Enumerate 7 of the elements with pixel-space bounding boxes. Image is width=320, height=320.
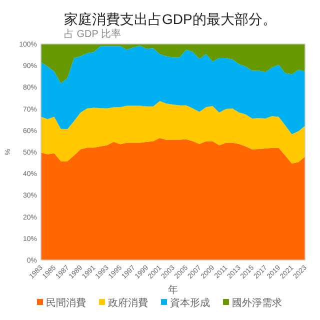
title: 家庭消費支出占GDP的最大部分。 (64, 11, 276, 27)
legend-label: 民間消費 (46, 297, 86, 309)
subtitle: 占 GDP 比率 (64, 29, 122, 40)
legend-label: 國外淨需求 (232, 297, 282, 309)
legend-label: 政府消費 (108, 297, 148, 309)
legend-label: 資本形成 (170, 297, 210, 309)
xlabel: 年 (168, 285, 178, 296)
